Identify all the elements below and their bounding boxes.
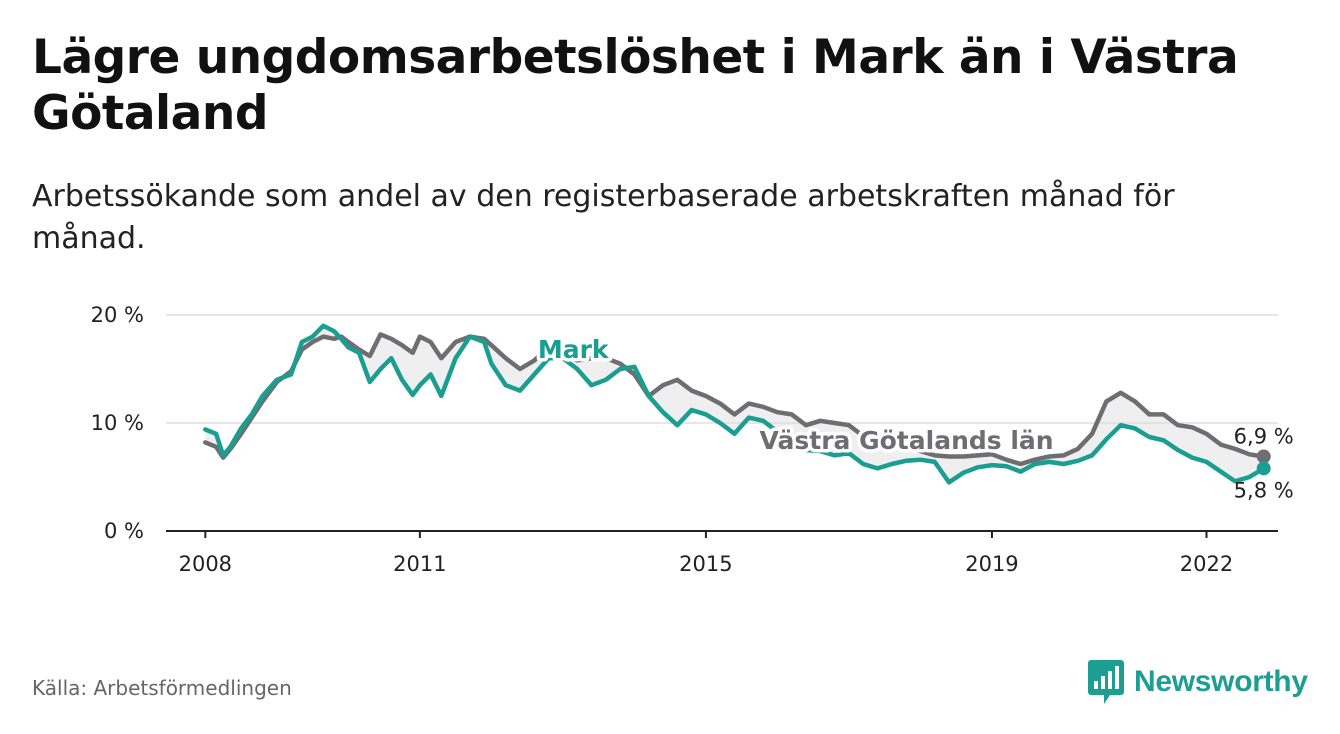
end-value-label-vastra-gotaland: 6,9 % — [1234, 424, 1294, 448]
series-lines — [203, 323, 1271, 485]
x-tick-label: 2015 — [679, 552, 732, 576]
x-tick-label: 2022 — [1180, 552, 1233, 576]
series-line-vastra-gotaland — [203, 332, 1266, 467]
series-end-dot-mark — [1256, 461, 1271, 476]
end-value-label-mark: 5,8 % — [1234, 478, 1294, 502]
line-chart: 0 %10 %20 % 2008 2011 2015 2019 2022 MarkMar… — [91, 303, 1294, 576]
newsworthy-logo-icon — [1088, 660, 1124, 704]
series-label-vastra-gotaland: Västra Götalands län — [760, 426, 1054, 455]
source-note: Källa: Arbetsförmedlingen — [32, 676, 292, 700]
y-axis-tick-labels: 0 % 10 % 20 % — [91, 303, 144, 543]
y-tick-label: 0 % — [104, 519, 144, 543]
y-tick-label: 20 % — [91, 303, 144, 327]
series-line-mark — [203, 323, 1266, 485]
series-label-mark: Mark — [538, 335, 610, 364]
x-axis — [166, 530, 1278, 538]
x-axis-tick-labels: 2008 2011 2015 2019 2022 — [179, 552, 1234, 576]
y-tick-label: 10 % — [91, 411, 144, 435]
x-tick-label: 2011 — [393, 552, 446, 576]
brand-name: Newsworthy — [1134, 665, 1308, 698]
brand-logo[interactable]: Newsworthy — [1088, 660, 1308, 704]
x-tick-label: 2019 — [965, 552, 1018, 576]
x-tick-label: 2008 — [179, 552, 232, 576]
chart-title: Lägre ungdomsarbetslöshet i Mark än i Vä… — [32, 30, 1239, 141]
series-end-dot-vastra-gotaland — [1256, 449, 1271, 464]
chart-subtitle: Arbetssökande som andel av den registerb… — [32, 179, 1175, 256]
series-label-mark-halo: Mark — [538, 335, 610, 364]
series-label-vastra-gotaland-halo: Västra Götalands län — [760, 426, 1054, 455]
